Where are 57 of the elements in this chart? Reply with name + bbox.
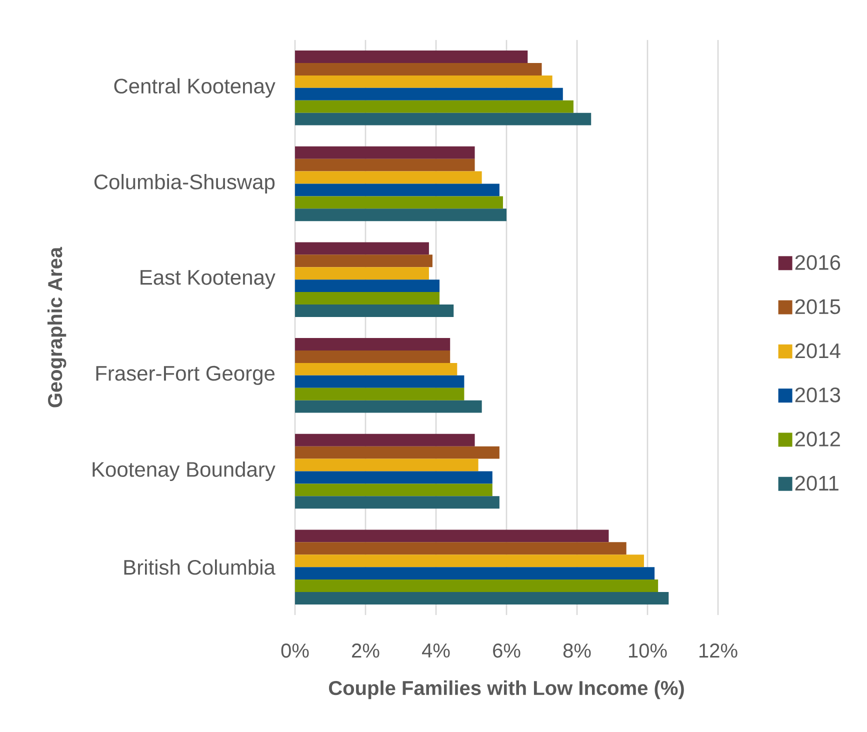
x-tick-label: 4% [422, 644, 450, 658]
bar [295, 434, 475, 446]
y-tick-label: East Kootenay [140, 270, 276, 289]
legend-label: 2014 [795, 343, 840, 358]
legend-label: 2013 [795, 388, 840, 402]
bar [295, 362, 458, 376]
x-tick-label: 0% [281, 644, 309, 658]
bar [295, 75, 552, 88]
bar [295, 196, 503, 209]
y-tick-label: British Columbia [124, 559, 276, 575]
bar [295, 304, 454, 317]
bar [295, 375, 464, 388]
bar [295, 88, 563, 100]
bar [295, 338, 450, 351]
legend-label: 2011 [795, 476, 838, 491]
bar [295, 496, 500, 509]
bar [295, 388, 464, 400]
x-tick-label: 12% [700, 644, 738, 658]
y-tick-label: Columbia-Shuswap [94, 174, 275, 194]
x-tick-label: 6% [493, 644, 520, 658]
legend-label: 2016 [795, 255, 840, 270]
bar [295, 146, 475, 159]
bar [295, 350, 450, 363]
bar [295, 184, 500, 196]
bar [295, 400, 482, 413]
bar [295, 567, 655, 580]
x-axis-title: Couple Families with Low Income (%) [328, 680, 684, 700]
bar [295, 458, 478, 472]
bar [295, 100, 574, 113]
bar [295, 171, 482, 184]
bar [295, 267, 429, 280]
bar [295, 292, 440, 305]
bar [295, 63, 542, 76]
bar [295, 471, 492, 484]
y-tick-label: Fraser-Fort George [96, 366, 275, 385]
x-tick-label: 8% [563, 644, 591, 658]
bar [295, 158, 475, 172]
legend-label: 2012 [795, 432, 840, 447]
bar [295, 554, 644, 568]
bar [295, 446, 500, 459]
bar [295, 592, 669, 604]
bar [295, 208, 507, 222]
legend-label: 2015 [795, 299, 840, 314]
y-tick-label: Central Kootenay [114, 78, 276, 98]
bar [295, 112, 592, 126]
bar [295, 484, 492, 496]
x-tick-label: 2% [352, 644, 380, 658]
y-axis-title: Geographic Area [47, 246, 66, 408]
bar [295, 530, 609, 542]
x-tick-label: 10% [629, 644, 667, 658]
bar [295, 254, 432, 268]
y-tick-label: Kootenay Boundary [92, 461, 276, 482]
bar [295, 242, 429, 255]
bar [295, 280, 440, 292]
bar [295, 50, 528, 64]
bar [295, 542, 626, 555]
bar [295, 580, 658, 592]
